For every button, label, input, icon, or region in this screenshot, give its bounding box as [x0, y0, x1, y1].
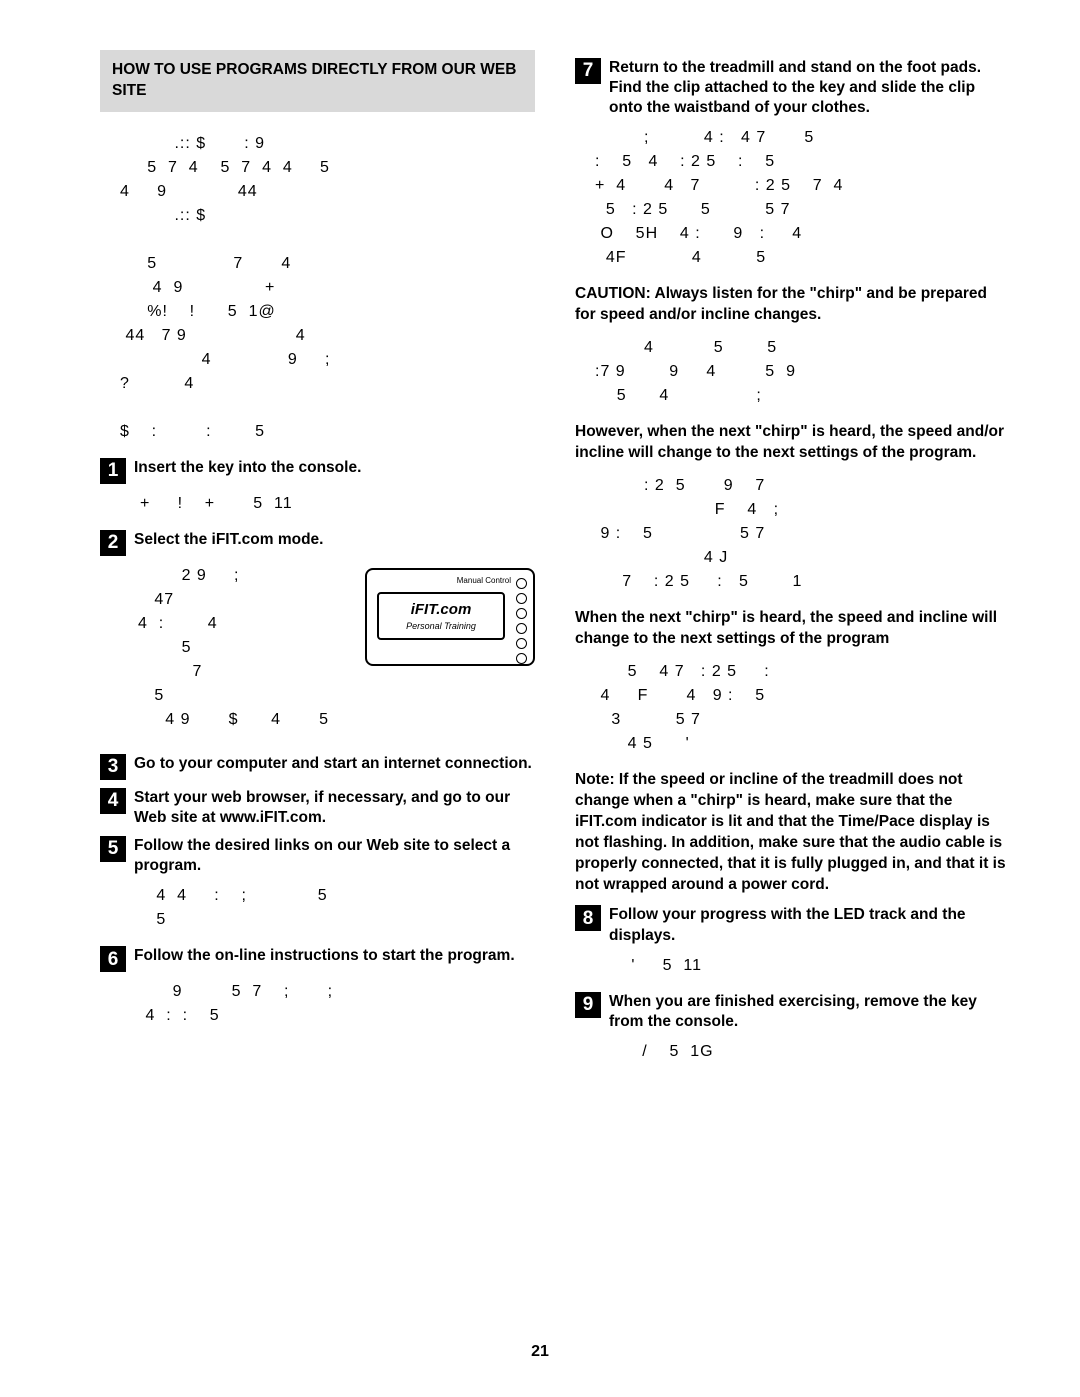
step-2: 2 Select the iFIT.com mode. [100, 530, 535, 556]
left-column: HOW TO USE PROGRAMS DIRECTLY FROM OUR WE… [100, 50, 535, 1078]
note-text: Note: If the speed or incline of the tre… [575, 770, 1010, 896]
console-screen: iFIT.com Personal Training [377, 592, 505, 640]
console-label: Manual Control [457, 576, 511, 587]
intro-garbled-block: .:: $ : 9 5 7 4 5 7 4 4 5 4 9 44 .:: $ 5… [100, 132, 535, 444]
step-1: 1 Insert the key into the console. [100, 458, 535, 484]
step-5: 5 Follow the desired links on our Web si… [100, 836, 535, 876]
right-column: 7 Return to the treadmill and stand on t… [575, 50, 1010, 1078]
step-badge-7: 7 [575, 58, 601, 84]
step-2-body: Manual Control iFIT.com Personal Trainin… [100, 564, 535, 746]
step-5-text: Follow the desired links on our Web site… [134, 836, 535, 876]
console-illustration: Manual Control iFIT.com Personal Trainin… [365, 568, 535, 666]
step-9-garbled: / 5 1G [575, 1040, 1010, 1064]
step-2-text: Select the iFIT.com mode. [134, 530, 535, 550]
page-number: 21 [0, 1341, 1080, 1363]
page-columns: HOW TO USE PROGRAMS DIRECTLY FROM OUR WE… [100, 50, 1010, 1078]
caution-garbled: 4 5 5 :7 9 9 4 5 9 5 4 ; [575, 336, 1010, 408]
step-4-text: Start your web browser, if necessary, an… [134, 788, 535, 828]
step-8: 8 Follow your progress with the LED trac… [575, 905, 1010, 945]
step-9-text: When you are finished exercising, remove… [609, 992, 1010, 1032]
step-7: 7 Return to the treadmill and stand on t… [575, 58, 1010, 118]
when-next-text: When the next "chirp" is heard, the spee… [575, 608, 1010, 650]
however-text: However, when the next "chirp" is heard,… [575, 422, 1010, 464]
console-subtitle: Personal Training [406, 620, 476, 632]
step-badge-2: 2 [100, 530, 126, 556]
step-6-text: Follow the on-line instructions to start… [134, 946, 535, 966]
step-6: 6 Follow the on-line instructions to sta… [100, 946, 535, 972]
step-7-text: Return to the treadmill and stand on the… [609, 58, 1010, 118]
step-6-garbled: 9 5 7 ; ; 4 : : 5 [100, 980, 535, 1028]
step-7-garbled: ; 4 : 4 7 5 : 5 4 : 2 5 : 5 + 4 4 7 : 2 … [575, 126, 1010, 270]
console-buttons [516, 578, 527, 664]
when-next-garbled: 5 4 7 : 2 5 : 4 F 4 9 : 5 3 5 7 4 5 ' [575, 660, 1010, 756]
section-heading: HOW TO USE PROGRAMS DIRECTLY FROM OUR WE… [100, 50, 535, 112]
step-3-text: Go to your computer and start an interne… [134, 754, 535, 774]
step-badge-1: 1 [100, 458, 126, 484]
step-1-garbled: + ! + 5 11 [100, 492, 535, 516]
step-5-garbled: 4 4 : ; 5 5 [100, 884, 535, 932]
console-brand: iFIT.com [411, 600, 472, 620]
step-badge-5: 5 [100, 836, 126, 862]
step-badge-6: 6 [100, 946, 126, 972]
step-1-text: Insert the key into the console. [134, 458, 535, 478]
step-3: 3 Go to your computer and start an inter… [100, 754, 535, 780]
step-badge-9: 9 [575, 992, 601, 1018]
step-9: 9 When you are finished exercising, remo… [575, 992, 1010, 1032]
step-8-garbled: ' 5 11 [575, 954, 1010, 978]
step-badge-8: 8 [575, 905, 601, 931]
step-badge-3: 3 [100, 754, 126, 780]
however-garbled: : 2 5 9 7 F 4 ; 9 : 5 5 7 4 J 7 : 2 5 : … [575, 474, 1010, 594]
step-8-text: Follow your progress with the LED track … [609, 905, 1010, 945]
caution-text: CAUTION: Always listen for the "chirp" a… [575, 284, 1010, 326]
step-badge-4: 4 [100, 788, 126, 814]
step-4: 4 Start your web browser, if necessary, … [100, 788, 535, 828]
